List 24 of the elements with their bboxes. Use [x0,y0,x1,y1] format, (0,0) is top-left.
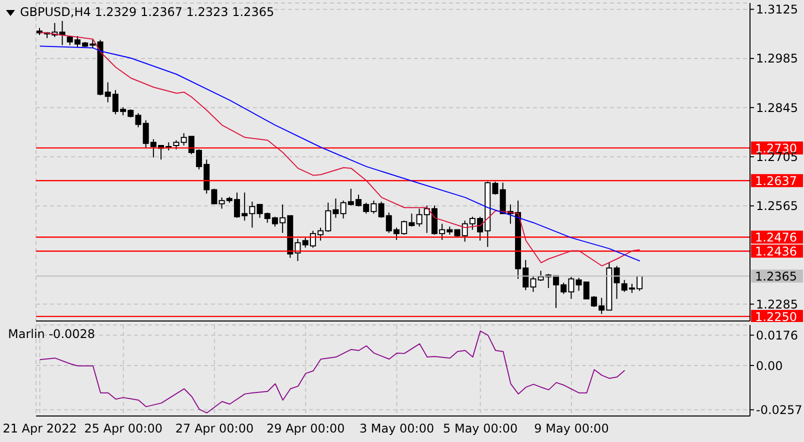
x-tick-label: 25 Apr 00:00 [84,422,162,436]
ref-line-label: 1.2436 [755,244,797,259]
y-tick-label: -0.0257 [756,403,802,418]
x-tick-label: 5 May 00:00 [443,422,518,436]
y-tick-label: 1.2565 [756,199,798,214]
ref-line-label: 1.2637 [755,174,797,188]
y-tick-label: 1.2985 [756,52,798,66]
y-tick-label: 1.3125 [756,2,798,17]
x-tick-label: 21 Apr 2022 [2,422,77,436]
ref-line-label: 1.2476 [755,230,797,245]
ref-line-label: 1.2365 [755,270,797,284]
candlestick [614,265,620,300]
x-tick-label: 29 Apr 00:00 [266,422,345,436]
y-tick-label: 0.0176 [756,328,798,342]
x-tick-label: 3 May 00:00 [359,422,434,436]
ref-line-label: 1.2250 [755,310,797,324]
x-tick-label: 27 Apr 00:00 [175,422,254,436]
y-tick-label: 1.2845 [756,100,798,115]
candlestick [173,140,180,150]
y-tick-label: 1.2285 [756,297,798,312]
x-tick-label: 9 May 00:00 [534,422,609,436]
y-tick-label: 0.00 [756,358,783,373]
chart-title: Marlin -0.0028 [8,327,96,341]
chart-title: GBPUSD,H4 1.2329 1.2367 1.2323 1.2365 [20,5,274,19]
